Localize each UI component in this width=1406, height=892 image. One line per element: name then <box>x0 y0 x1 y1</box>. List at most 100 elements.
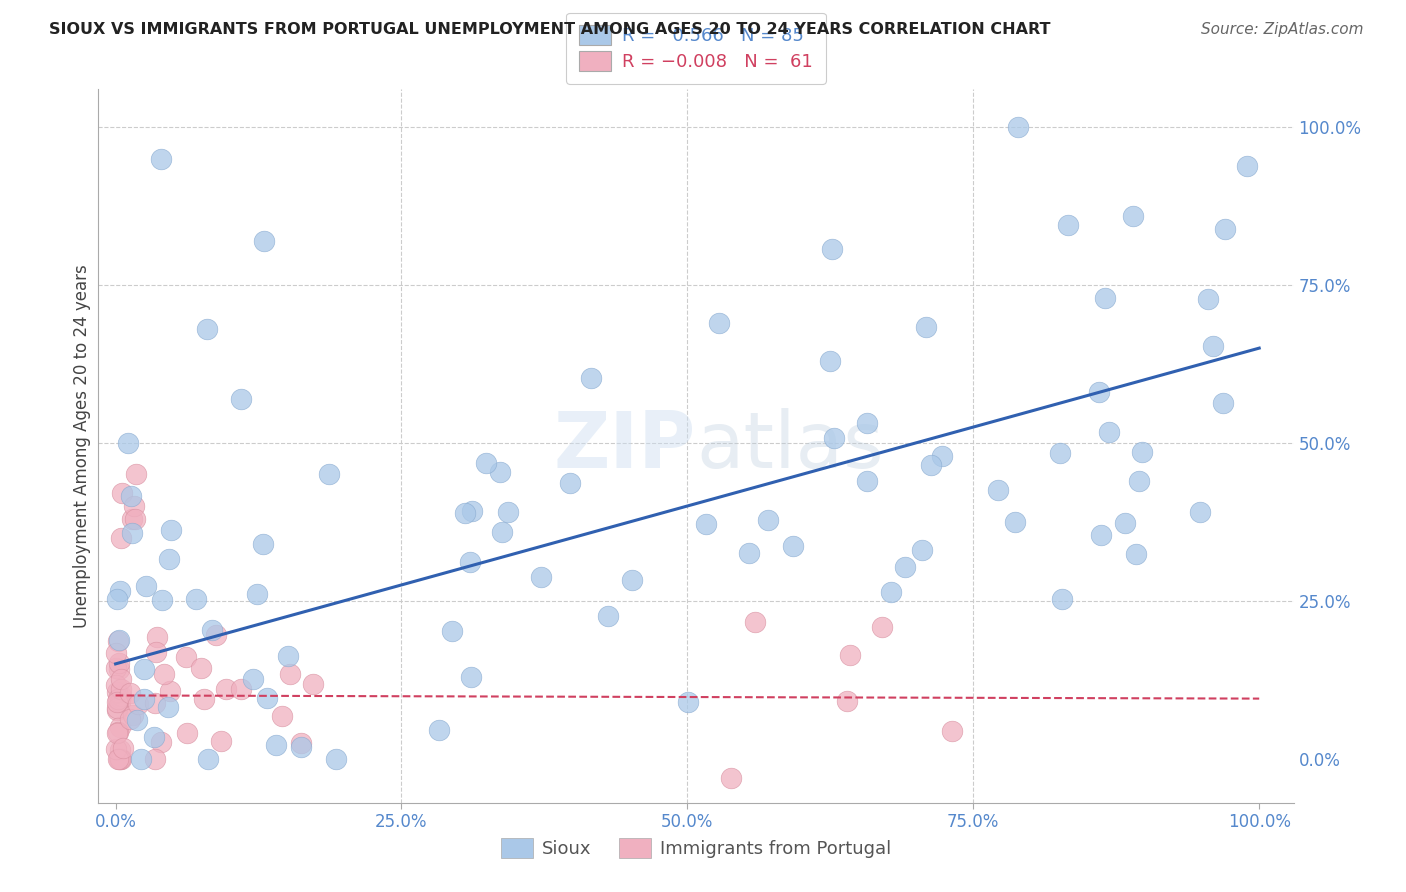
Point <box>121 511 143 525</box>
Point <box>460 670 482 684</box>
Point <box>122 499 145 513</box>
Point <box>110 682 132 697</box>
Point <box>108 751 131 765</box>
Point <box>707 316 730 330</box>
Point <box>201 623 224 637</box>
Point <box>157 551 180 566</box>
Point <box>205 628 228 642</box>
Point <box>579 371 602 385</box>
Point <box>107 634 129 648</box>
Point <box>107 725 129 739</box>
Point <box>110 751 132 765</box>
Point <box>107 751 129 765</box>
Point <box>242 672 264 686</box>
Point <box>458 555 481 569</box>
Point <box>911 543 934 558</box>
Point <box>1213 222 1236 236</box>
Point <box>782 540 804 554</box>
Point <box>108 632 131 647</box>
Point <box>256 691 278 706</box>
Point <box>107 692 129 706</box>
Point <box>596 609 619 624</box>
Point <box>738 546 761 560</box>
Point <box>143 730 166 744</box>
Point <box>125 467 148 482</box>
Point <box>108 751 131 765</box>
Point <box>110 531 132 545</box>
Point <box>302 677 325 691</box>
Point <box>1007 120 1029 134</box>
Point <box>104 646 127 660</box>
Point <box>1094 291 1116 305</box>
Point <box>105 701 128 715</box>
Point <box>620 573 643 587</box>
Point <box>145 645 167 659</box>
Point <box>145 696 167 710</box>
Point <box>427 723 450 737</box>
Point <box>1189 505 1212 519</box>
Point <box>197 751 219 765</box>
Point <box>108 584 131 599</box>
Point <box>278 666 301 681</box>
Point <box>1090 528 1112 542</box>
Point <box>105 684 128 698</box>
Point <box>110 695 132 709</box>
Point <box>290 739 312 754</box>
Text: atlas: atlas <box>696 408 883 484</box>
Point <box>318 467 340 481</box>
Point <box>325 751 347 765</box>
Point <box>491 525 513 540</box>
Point <box>229 681 252 696</box>
Point <box>264 739 287 753</box>
Point <box>105 703 128 717</box>
Point <box>870 620 893 634</box>
Point <box>231 392 253 406</box>
Point <box>184 591 207 606</box>
Point <box>271 708 294 723</box>
Point <box>920 458 942 473</box>
Point <box>153 667 176 681</box>
Point <box>193 692 215 706</box>
Point <box>894 559 917 574</box>
Point <box>1122 209 1144 223</box>
Point <box>134 691 156 706</box>
Point <box>150 152 173 166</box>
Point <box>835 694 858 708</box>
Point <box>915 320 938 334</box>
Point <box>530 569 553 583</box>
Point <box>174 650 197 665</box>
Point <box>1130 445 1153 459</box>
Point <box>1197 292 1219 306</box>
Point <box>290 736 312 750</box>
Point <box>246 586 269 600</box>
Point <box>987 483 1010 497</box>
Point <box>121 525 143 540</box>
Point <box>127 698 149 712</box>
Point <box>941 723 963 738</box>
Point <box>108 720 131 734</box>
Point <box>121 708 143 723</box>
Point <box>488 465 510 479</box>
Point <box>134 662 156 676</box>
Point <box>276 648 298 663</box>
Point <box>1125 547 1147 561</box>
Point <box>880 585 903 599</box>
Point <box>159 684 181 698</box>
Point <box>110 689 132 703</box>
Point <box>209 734 232 748</box>
Y-axis label: Unemployment Among Ages 20 to 24 years: Unemployment Among Ages 20 to 24 years <box>73 264 91 628</box>
Point <box>124 511 146 525</box>
Point <box>195 322 218 336</box>
Point <box>104 678 127 692</box>
Point <box>104 661 127 675</box>
Point <box>110 673 132 687</box>
Point <box>120 490 142 504</box>
Legend: Sioux, Immigrants from Portugal: Sioux, Immigrants from Portugal <box>494 830 898 865</box>
Point <box>1050 591 1073 606</box>
Text: SIOUX VS IMMIGRANTS FROM PORTUGAL UNEMPLOYMENT AMONG AGES 20 TO 24 YEARS CORRELA: SIOUX VS IMMIGRANTS FROM PORTUGAL UNEMPL… <box>49 22 1050 37</box>
Point <box>108 657 131 671</box>
Point <box>821 242 844 256</box>
Point <box>855 474 877 488</box>
Text: Source: ZipAtlas.com: Source: ZipAtlas.com <box>1201 22 1364 37</box>
Point <box>176 726 198 740</box>
